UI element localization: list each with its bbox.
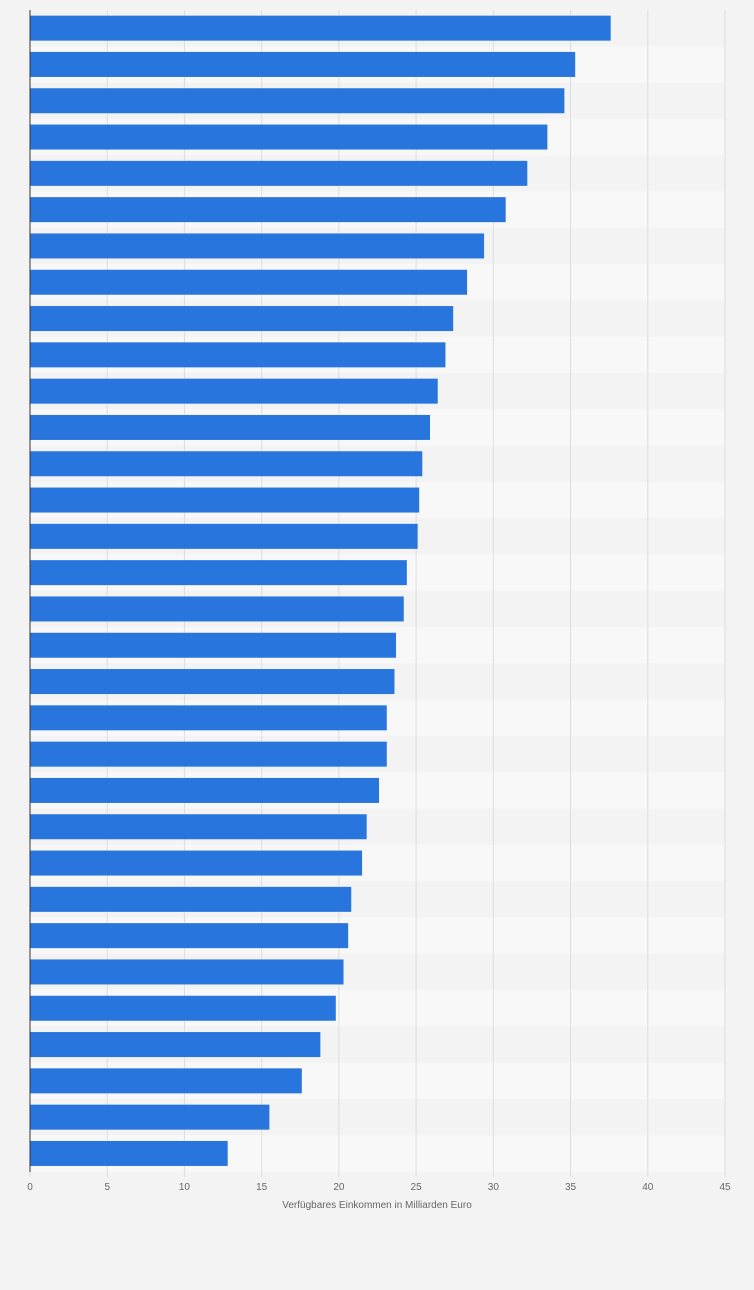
bar [30, 233, 485, 259]
bar [30, 923, 349, 949]
bar [30, 1068, 302, 1094]
x-tick-label: 15 [256, 1182, 268, 1193]
bar [30, 1032, 321, 1058]
bar [30, 51, 576, 77]
bar [30, 596, 404, 622]
x-tick-label: 10 [179, 1182, 191, 1193]
bar [30, 523, 418, 549]
bar [30, 632, 397, 658]
bar [30, 850, 363, 876]
bar [30, 814, 367, 840]
bar [30, 451, 423, 477]
x-tick-label: 30 [488, 1182, 500, 1193]
bar [30, 342, 446, 368]
x-tick-label: 20 [333, 1182, 345, 1193]
x-tick-labels: 0 5 10 15 20 25 30 35 40 45 [27, 1182, 731, 1193]
bar [30, 995, 336, 1021]
bar [30, 269, 468, 295]
bar [30, 705, 387, 731]
bar [30, 160, 528, 186]
x-tick-label: 5 [104, 1182, 110, 1193]
x-tick-label: 25 [411, 1182, 423, 1193]
bar [30, 124, 548, 150]
bar [30, 669, 395, 695]
x-tick-label: 45 [719, 1182, 731, 1193]
bar [30, 414, 431, 440]
bars [30, 15, 611, 1166]
bar [30, 777, 380, 803]
bar [30, 886, 352, 912]
x-tick-label: 40 [642, 1182, 654, 1193]
bar [30, 88, 565, 114]
x-axis-title: Verfügbares Einkommen in Milliarden Euro [282, 1200, 472, 1211]
bar [30, 959, 344, 985]
bar [30, 197, 506, 223]
bar [30, 1104, 270, 1130]
bar [30, 378, 438, 404]
bar [30, 1140, 228, 1166]
x-tick-label: 0 [27, 1182, 33, 1193]
bar [30, 487, 420, 513]
bar [30, 741, 387, 767]
bar [30, 560, 407, 586]
bar [30, 15, 611, 41]
bar [30, 306, 454, 332]
x-tick-label: 35 [565, 1182, 577, 1193]
